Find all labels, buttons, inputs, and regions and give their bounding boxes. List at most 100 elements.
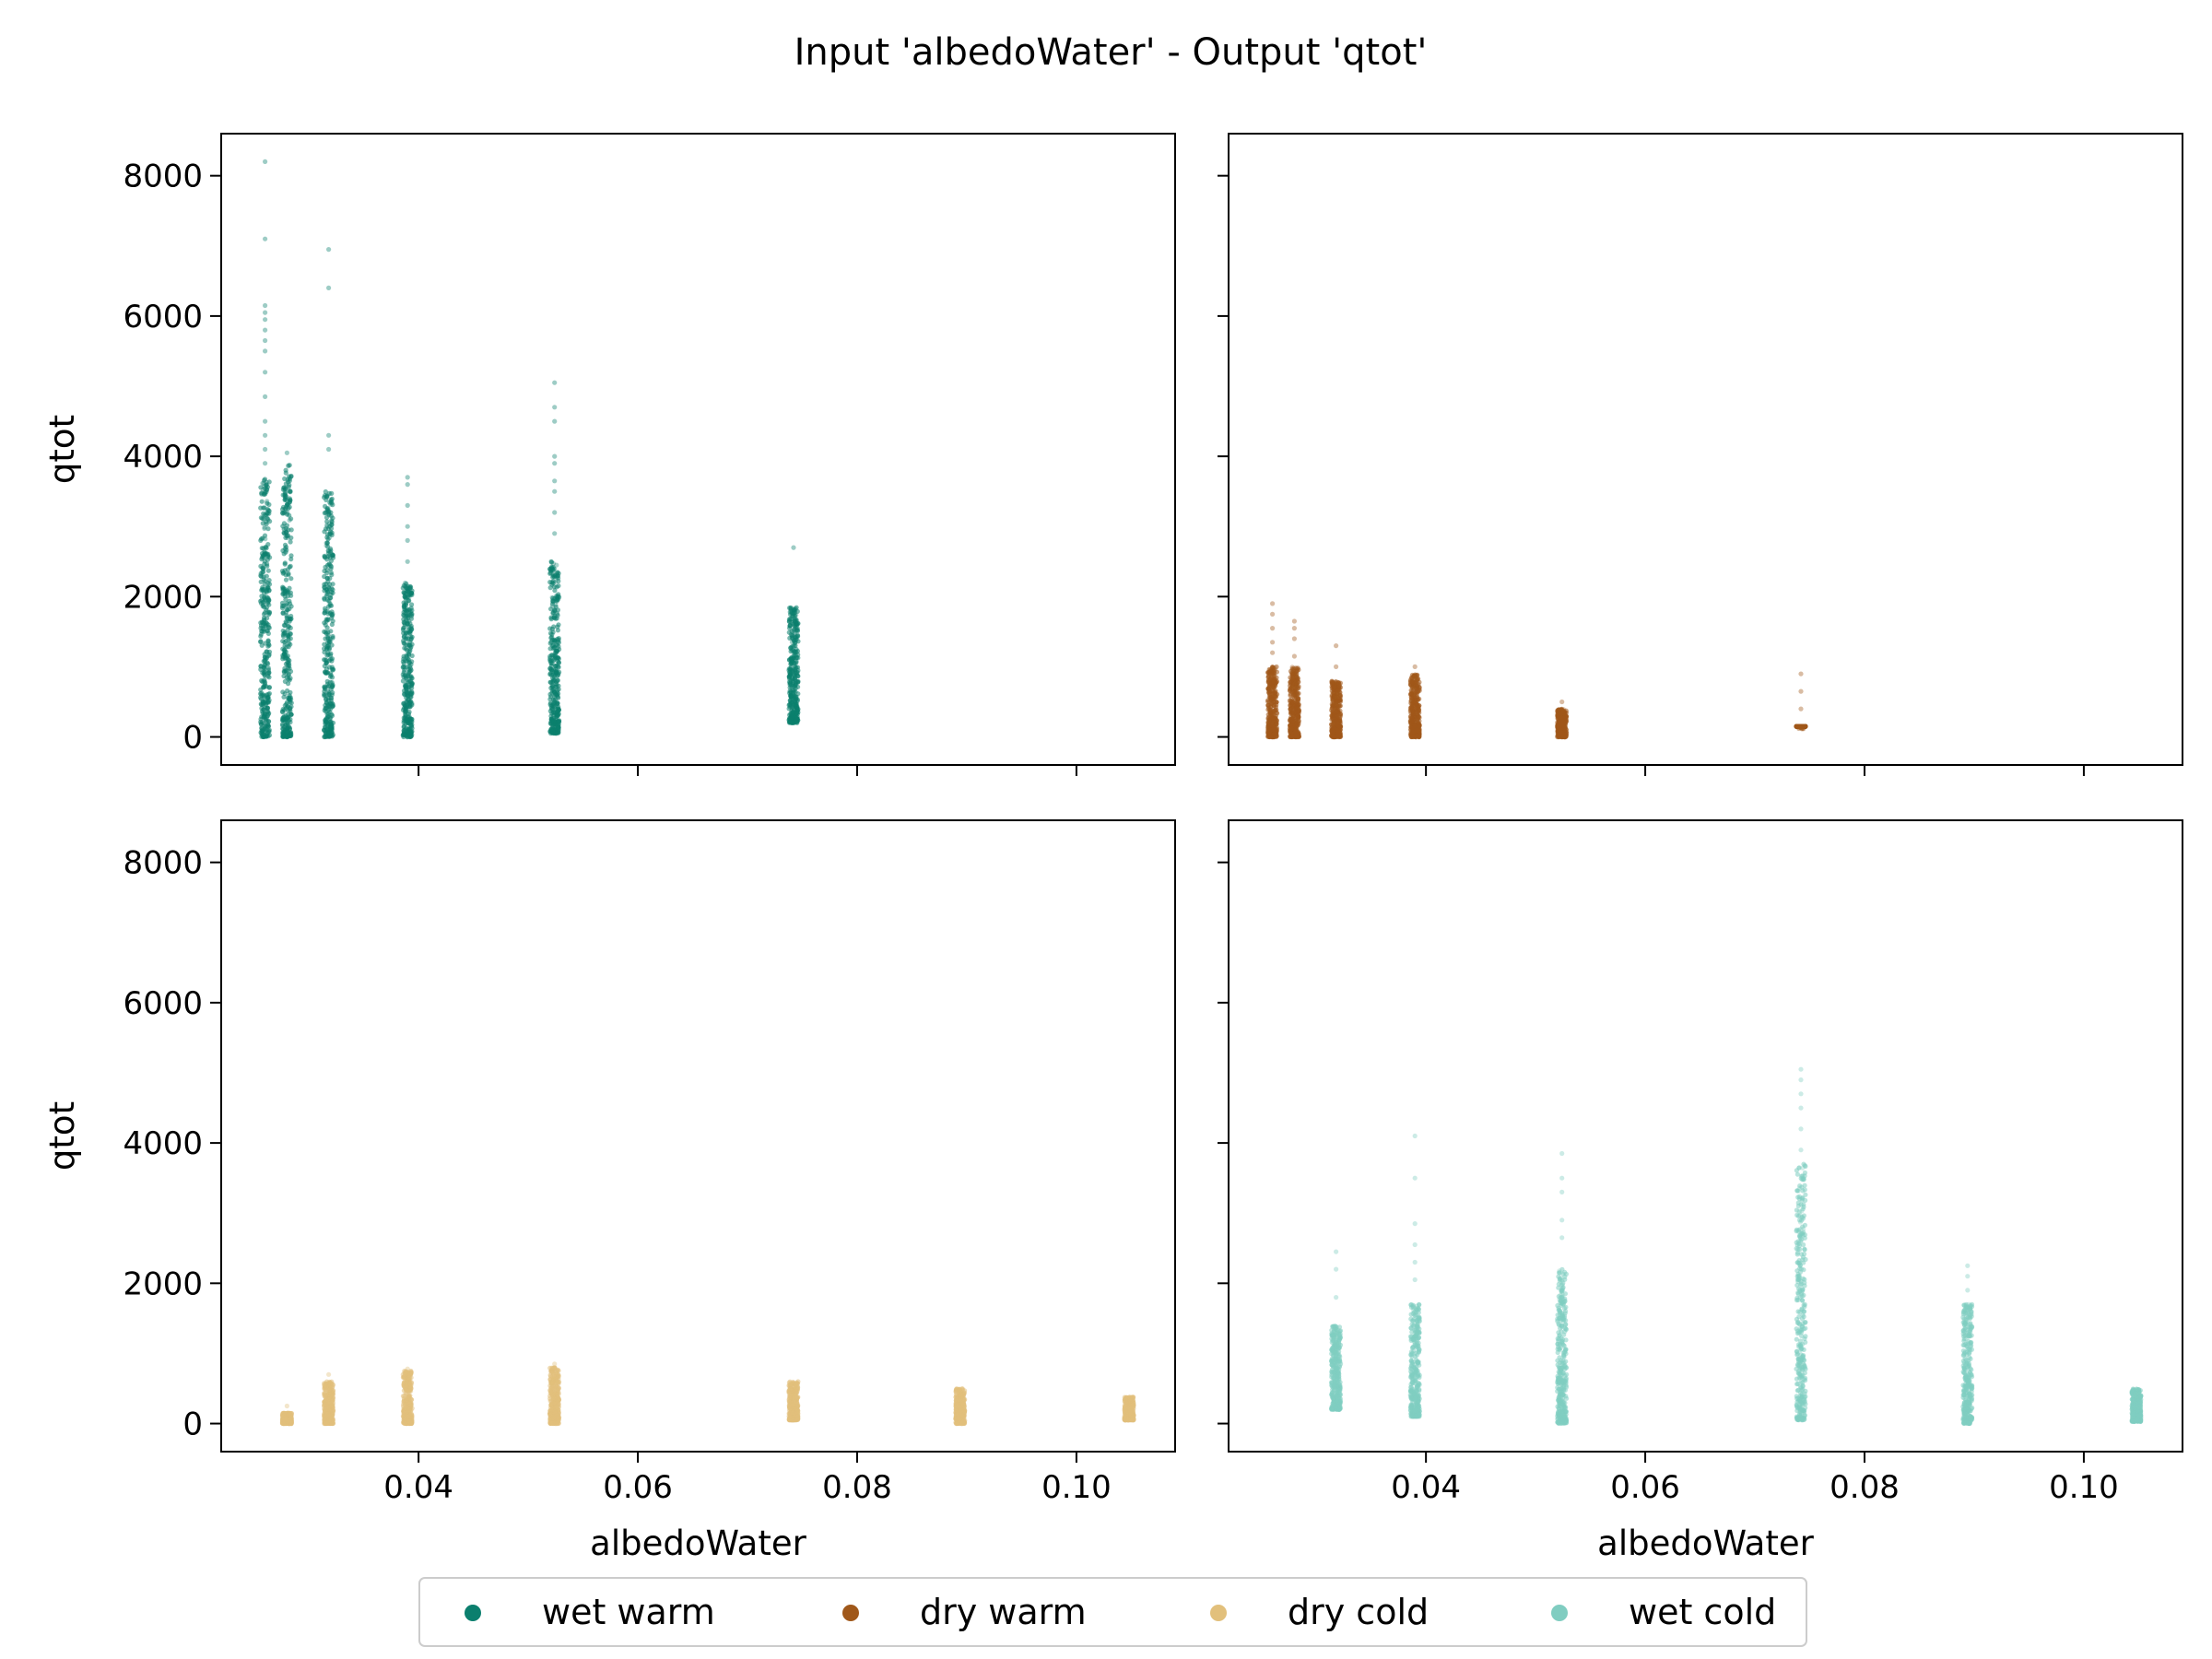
- data-point: [284, 1413, 289, 1418]
- data-point: [287, 1410, 292, 1417]
- data-point: [1291, 710, 1297, 715]
- data-point: [403, 712, 408, 719]
- outlier-point: [1798, 688, 1804, 694]
- data-point: [287, 695, 292, 700]
- data-point: [1561, 707, 1567, 712]
- data-point: [553, 669, 559, 675]
- outlier-point: [405, 502, 410, 509]
- data-point: [1335, 693, 1341, 699]
- data-point: [1414, 677, 1419, 682]
- outlier-point: [552, 488, 558, 494]
- data-point: [1413, 675, 1418, 681]
- data-point: [286, 464, 291, 469]
- data-point: [287, 1410, 292, 1416]
- data-point: [549, 594, 555, 600]
- outlier-point: [552, 453, 558, 459]
- outlier-point: [326, 285, 332, 290]
- data-point: [548, 663, 554, 668]
- data-point: [1337, 708, 1343, 713]
- data-point: [1272, 666, 1277, 672]
- data-point: [284, 1413, 289, 1418]
- data-point: [325, 506, 331, 512]
- data-point: [1269, 667, 1275, 673]
- outlier-point: [263, 159, 268, 164]
- data-point: [550, 571, 556, 577]
- data-point: [1274, 710, 1279, 715]
- outlier-point: [552, 510, 558, 515]
- data-point: [1295, 699, 1300, 705]
- data-point: [327, 734, 333, 739]
- data-point: [324, 608, 331, 615]
- data-point: [1409, 734, 1415, 740]
- data-point: [555, 712, 561, 719]
- data-point: [406, 657, 412, 663]
- data-point: [326, 509, 332, 514]
- data-point: [790, 633, 795, 639]
- data-point: [285, 688, 290, 694]
- data-point: [1330, 702, 1335, 708]
- data-point: [787, 680, 793, 687]
- data-point: [260, 480, 265, 486]
- data-point: [258, 485, 264, 490]
- data-point: [401, 669, 406, 676]
- data-point: [551, 573, 557, 579]
- data-point: [324, 519, 330, 524]
- data-point: [288, 631, 293, 637]
- data-point: [288, 705, 293, 711]
- data-point: [790, 610, 796, 617]
- data-point: [266, 690, 272, 697]
- data-point: [1289, 667, 1295, 673]
- data-point: [325, 509, 332, 514]
- data-point: [262, 484, 267, 489]
- data-point: [331, 666, 336, 672]
- data-point: [265, 609, 271, 615]
- data-point: [327, 1382, 333, 1388]
- data-point: [406, 594, 412, 600]
- data-point: [1269, 665, 1276, 670]
- data-point: [325, 1382, 331, 1388]
- data-point: [327, 674, 334, 679]
- data-point: [406, 598, 412, 604]
- data-point: [266, 649, 273, 654]
- data-point: [287, 564, 292, 570]
- y-tick-label: 4000: [123, 439, 203, 476]
- data-point: [1294, 733, 1300, 738]
- data-point: [1559, 713, 1565, 719]
- data-point: [329, 621, 335, 628]
- data-point: [1291, 665, 1297, 671]
- data-point: [402, 604, 407, 609]
- data-point: [405, 621, 410, 627]
- data-point: [264, 522, 269, 527]
- data-column: [400, 475, 415, 740]
- data-point: [286, 463, 291, 468]
- outlier-point: [552, 461, 558, 466]
- data-point: [1333, 695, 1338, 700]
- data-point: [794, 621, 800, 627]
- data-point: [326, 1379, 332, 1384]
- data-point: [1290, 676, 1296, 681]
- data-column: [322, 247, 336, 740]
- data-point: [1293, 679, 1300, 685]
- data-point: [324, 543, 329, 548]
- data-point: [789, 654, 794, 660]
- data-point: [406, 642, 412, 648]
- data-point: [406, 704, 412, 710]
- data-point: [1416, 720, 1421, 725]
- data-column: [400, 1366, 415, 1427]
- data-point: [794, 612, 799, 618]
- outlier-point: [263, 446, 268, 453]
- data-point: [1332, 694, 1337, 700]
- data-point: [408, 722, 414, 727]
- data-point: [408, 678, 414, 684]
- data-point: [1411, 673, 1417, 679]
- data-point: [1289, 700, 1295, 705]
- data-point: [326, 665, 332, 670]
- data-point: [555, 688, 560, 693]
- outlier-point: [552, 418, 558, 424]
- data-point: [258, 571, 264, 576]
- data-point: [288, 516, 294, 522]
- data-point: [266, 479, 272, 485]
- data-point: [1289, 688, 1295, 695]
- data-point: [1289, 734, 1295, 739]
- data-point: [791, 661, 797, 666]
